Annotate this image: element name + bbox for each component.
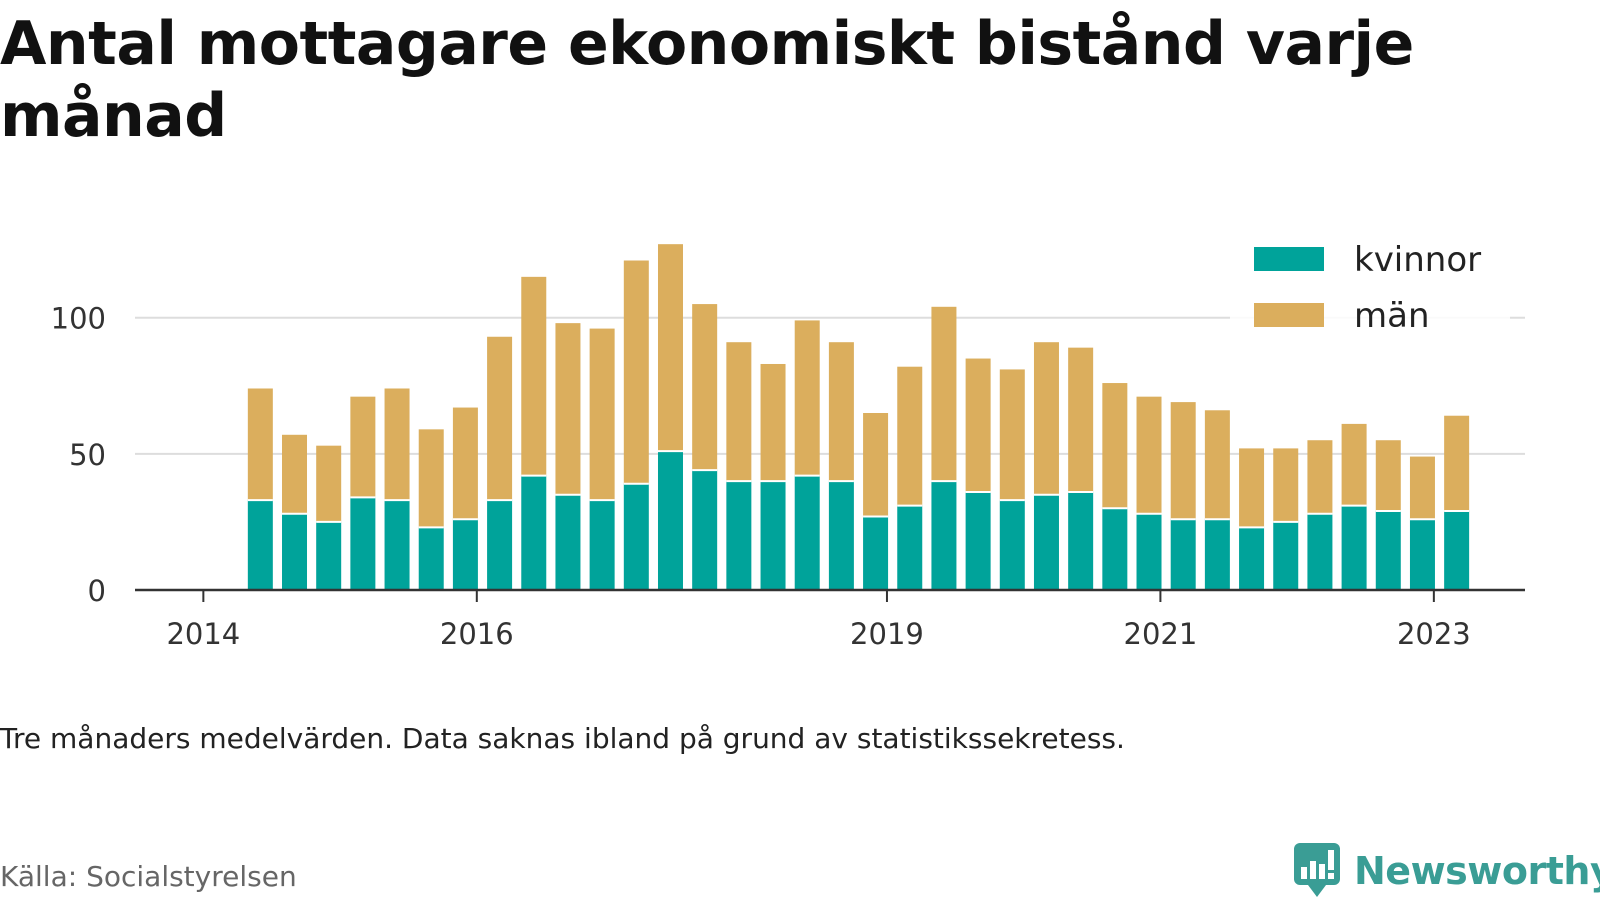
bar-kvinnor bbox=[1409, 519, 1435, 590]
x-tick-label: 2023 bbox=[1397, 617, 1471, 651]
legend-label: kvinnor bbox=[1354, 240, 1481, 280]
bar-kvinnor bbox=[726, 481, 752, 590]
bar-kvinnor bbox=[1033, 494, 1059, 590]
bar-kvinnor bbox=[657, 451, 683, 590]
bar-man bbox=[1409, 456, 1435, 520]
bar-kvinnor bbox=[247, 500, 273, 590]
bar-kvinnor bbox=[1273, 521, 1299, 590]
bar-man bbox=[794, 320, 820, 476]
bar-man bbox=[1136, 396, 1162, 514]
chart-note: Tre månaders medelvärden. Data saknas ib… bbox=[0, 722, 1125, 755]
bar-man bbox=[487, 336, 513, 501]
bar-man bbox=[1307, 440, 1333, 514]
brand-logo: Newsworthy bbox=[1292, 840, 1600, 902]
bar-man bbox=[316, 445, 342, 522]
bar-kvinnor bbox=[1239, 527, 1265, 590]
bar-man bbox=[999, 369, 1025, 501]
bar-kvinnor bbox=[863, 516, 889, 590]
bar-kvinnor bbox=[384, 500, 410, 590]
y-tick-label: 50 bbox=[69, 438, 106, 472]
bar-kvinnor bbox=[521, 475, 547, 590]
bar-man bbox=[760, 363, 786, 482]
bar-man bbox=[726, 342, 752, 482]
bar-man bbox=[1170, 402, 1196, 520]
legend-label: män bbox=[1354, 296, 1430, 336]
bar-kvinnor bbox=[1136, 513, 1162, 590]
bar-man bbox=[521, 276, 547, 476]
bar-man bbox=[1341, 423, 1367, 506]
y-tick-label: 0 bbox=[88, 574, 106, 608]
chart-title: Antal mottagare ekonomiskt bistånd varje… bbox=[0, 9, 1414, 151]
bar-man bbox=[1375, 440, 1401, 512]
bar-man bbox=[965, 358, 991, 492]
bar-man bbox=[828, 342, 854, 482]
stacked-bar-chart: 0 50 100 2014 2016 2019 2021 2023 kvinnor män bbox=[50, 222, 1525, 651]
bar-kvinnor bbox=[589, 500, 615, 590]
bar-kvinnor bbox=[1170, 519, 1196, 590]
bar-man bbox=[1444, 415, 1470, 512]
legend: kvinnor män bbox=[1230, 222, 1510, 346]
legend-swatch bbox=[1254, 303, 1324, 327]
source-text: Källa: Socialstyrelsen bbox=[0, 860, 297, 893]
axes: 0 50 100 2014 2016 2019 2021 2023 bbox=[51, 302, 1525, 651]
bar-man bbox=[897, 366, 923, 506]
x-tick-label: 2014 bbox=[166, 617, 240, 651]
bar-man bbox=[863, 413, 889, 517]
bar-kvinnor bbox=[1375, 511, 1401, 590]
bar-man bbox=[452, 407, 478, 520]
bar-man bbox=[623, 260, 649, 484]
bar-man bbox=[1204, 410, 1230, 520]
bar-kvinnor bbox=[1341, 505, 1367, 590]
bar-kvinnor bbox=[1204, 519, 1230, 590]
bar-man bbox=[350, 396, 376, 498]
bar-kvinnor bbox=[418, 527, 444, 590]
bar-man bbox=[555, 323, 581, 495]
newsworthy-logo-icon bbox=[1294, 843, 1340, 897]
bar-kvinnor bbox=[692, 470, 718, 590]
bar-kvinnor bbox=[1102, 508, 1128, 590]
bar-man bbox=[1068, 347, 1094, 492]
bar-man bbox=[418, 429, 444, 528]
bar-kvinnor bbox=[282, 513, 308, 590]
bar-man bbox=[1102, 383, 1128, 509]
bars bbox=[247, 244, 1470, 590]
bar-man bbox=[692, 304, 718, 471]
bar-kvinnor bbox=[316, 521, 342, 590]
brand-name: Newsworthy bbox=[1354, 849, 1600, 893]
bar-kvinnor bbox=[965, 491, 991, 590]
bar-kvinnor bbox=[623, 483, 649, 590]
bar-kvinnor bbox=[999, 500, 1025, 590]
bar-man bbox=[282, 434, 308, 514]
x-tick-label: 2019 bbox=[850, 617, 924, 651]
bar-man bbox=[247, 388, 273, 501]
bar-kvinnor bbox=[760, 481, 786, 590]
bar-kvinnor bbox=[487, 500, 513, 590]
x-tick-label: 2016 bbox=[440, 617, 514, 651]
bar-man bbox=[931, 306, 957, 482]
bar-man bbox=[589, 328, 615, 501]
bar-man bbox=[1273, 448, 1299, 522]
bar-kvinnor bbox=[828, 481, 854, 590]
bar-kvinnor bbox=[350, 497, 376, 590]
y-tick-label: 100 bbox=[51, 302, 106, 336]
bar-kvinnor bbox=[931, 481, 957, 590]
x-tick-label: 2021 bbox=[1124, 617, 1198, 651]
bar-kvinnor bbox=[1307, 513, 1333, 590]
bar-man bbox=[657, 244, 683, 452]
legend-swatch bbox=[1254, 247, 1324, 271]
bar-kvinnor bbox=[452, 519, 478, 590]
bar-man bbox=[1033, 342, 1059, 495]
bar-kvinnor bbox=[897, 505, 923, 590]
bar-kvinnor bbox=[1444, 511, 1470, 590]
bar-man bbox=[384, 388, 410, 501]
bar-kvinnor bbox=[555, 494, 581, 590]
bar-kvinnor bbox=[1068, 491, 1094, 590]
bar-kvinnor bbox=[794, 475, 820, 590]
bar-man bbox=[1239, 448, 1265, 528]
